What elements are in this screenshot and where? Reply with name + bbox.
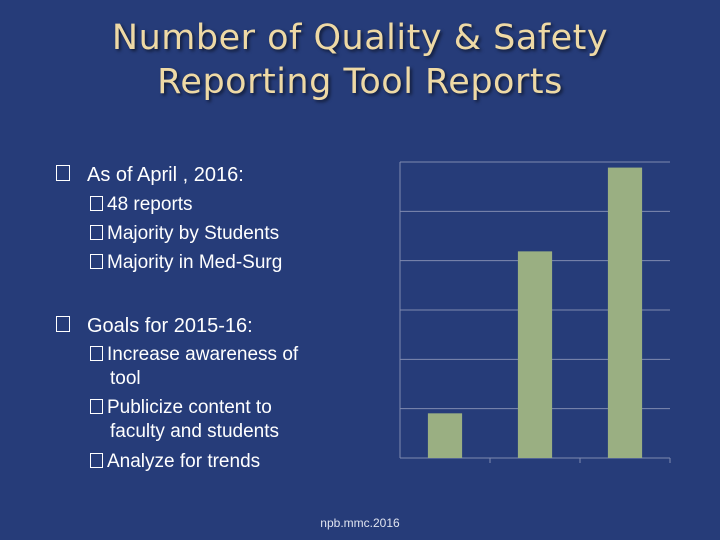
- bullet-box-icon: [90, 453, 103, 468]
- goal-item: Increase awareness of: [90, 343, 298, 367]
- bullet-box-icon: [90, 196, 103, 211]
- chart-bar: [607, 167, 643, 458]
- goal-item: Publicize content to: [90, 396, 272, 420]
- status-item: 48 reports: [90, 193, 193, 217]
- status-heading: As of April , 2016:: [87, 164, 244, 186]
- goal-item-text: Publicize content to: [107, 397, 272, 418]
- bullet-box-icon: [90, 225, 103, 240]
- goal-item-continuation: faculty and students: [110, 420, 279, 444]
- goal-item-text: tool: [110, 368, 141, 389]
- goal-item: Analyze for trends: [90, 450, 260, 474]
- bullet-box-icon: [90, 254, 103, 269]
- status-item-text: Majority in Med-Surg: [107, 252, 283, 273]
- slide-title: Number of Quality & Safety Reporting Too…: [0, 16, 720, 104]
- status-item: Majority by Students: [90, 222, 279, 246]
- goal-item-continuation: tool: [110, 367, 141, 391]
- goals-heading: Goals for 2015-16:: [87, 315, 253, 337]
- bullet-box-icon: [90, 399, 103, 414]
- goal-item-text: faculty and students: [110, 421, 279, 442]
- slide-footer: npb.mmc.2016: [320, 516, 400, 530]
- title-line-1: Number of Quality & Safety: [111, 18, 609, 58]
- bullet-box-icon: □: [56, 316, 70, 332]
- bullet-box-icon: □: [56, 165, 70, 181]
- title-line-2: Reporting Tool Reports: [157, 62, 563, 102]
- status-item-text: 48 reports: [107, 194, 193, 215]
- status-item: Majority in Med-Surg: [90, 251, 282, 275]
- chart-bar: [427, 413, 463, 458]
- goal-item-text: Increase awareness of: [107, 344, 299, 365]
- goal-item-text: Analyze for trends: [107, 451, 261, 472]
- bullet-box-icon: [90, 346, 103, 361]
- status-item-text: Majority by Students: [107, 223, 280, 244]
- chart-bar: [517, 251, 553, 458]
- reports-bar-chart: [398, 158, 678, 468]
- chart-svg: [399, 161, 671, 463]
